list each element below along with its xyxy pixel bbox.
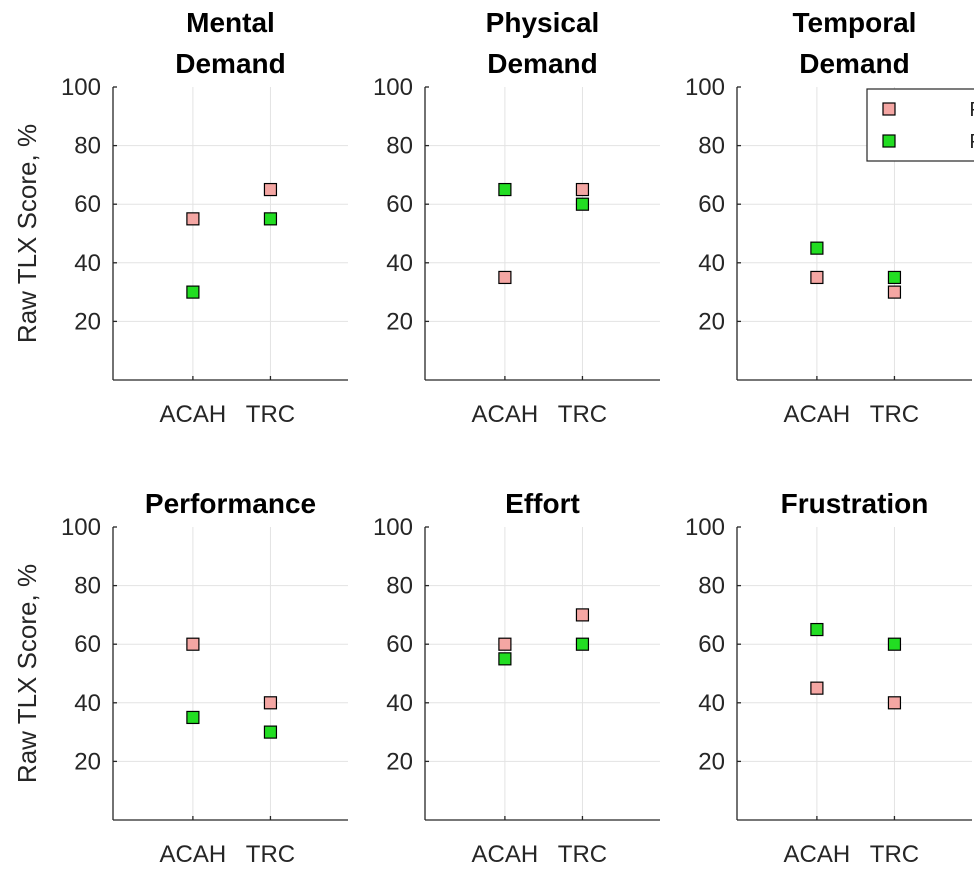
y-tick-label: 60 [74,631,101,658]
y-tick-label: 20 [386,308,413,335]
data-point-pilot-1 [498,270,512,285]
data-point-pilot-2 [186,710,200,725]
y-tick-label: 100 [61,514,101,541]
y-tick-label: 60 [386,631,413,658]
y-tick-label: 100 [61,74,101,101]
y-tick-label: 80 [386,573,413,600]
y-tick-label: 20 [74,748,101,775]
y-tick-label: 40 [386,250,413,277]
y-tick-label: 80 [698,573,725,600]
legend-marker [882,134,896,148]
chart-title: Demand [487,48,597,79]
x-tick-label: ACAH [784,841,851,868]
legend-box [866,88,974,162]
data-point-pilot-1 [186,212,200,226]
y-tick-label: 60 [698,631,725,658]
data-point-pilot-2 [575,197,590,211]
x-tick-label: ACAH [160,401,227,428]
data-point-pilot-2 [498,182,512,197]
data-point-pilot-1 [498,637,512,651]
y-tick-label: 40 [74,250,101,277]
chart-title: Performance [145,488,316,519]
x-tick-label: ACAH [472,401,539,428]
y-axis-label: Raw TLX Score, % [12,564,42,783]
y-tick-label: 100 [685,514,725,541]
y-tick-label: 80 [74,133,101,160]
y-axis-label: Raw TLX Score, % [12,124,42,343]
chart-title: Physical [486,7,600,38]
chart-title: Frustration [781,488,929,519]
data-point-pilot-2 [498,652,512,666]
data-point-pilot-2 [810,241,824,255]
y-tick-label: 100 [373,74,413,101]
y-tick-label: 20 [386,748,413,775]
legend: Pilot 1 Pilot 2 [866,88,974,162]
data-point-pilot-1 [810,681,824,695]
chart-title: Demand [175,48,285,79]
chart-title: Mental [186,7,275,38]
y-tick-label: 20 [698,308,725,335]
legend-label: Pilot 2 [969,131,974,153]
x-tick-label: TRC [558,401,607,428]
data-point-pilot-2 [887,270,902,285]
y-tick-label: 40 [698,690,725,717]
data-point-pilot-1 [810,270,824,285]
subplot-3: 20406080100ACAHTRCTemporalDemandPilot 1P… [685,7,974,428]
data-point-pilot-2 [810,622,824,637]
y-tick-label: 100 [373,514,413,541]
subplot-5: 20 40 60 80 100 ACAH TRC Effort [373,488,660,868]
data-point-pilot-1 [263,696,278,710]
subplot-6: 20 40 60 80 100 ACAH TRC Frustration [685,488,972,868]
y-tick-label: 20 [74,308,101,335]
chart-title: Demand [799,48,909,79]
y-tick-label: 20 [698,748,725,775]
x-tick-label: TRC [870,841,919,868]
data-point-pilot-1 [575,182,590,197]
x-tick-label: ACAH [472,841,539,868]
chart-title: Effort [505,488,580,519]
y-tick-label: 40 [386,690,413,717]
x-tick-label: TRC [246,401,295,428]
legend-label: Pilot 1 [969,99,974,121]
x-tick-label: TRC [870,401,919,428]
data-point-pilot-1 [186,637,200,651]
data-point-pilot-2 [186,285,200,299]
data-point-pilot-2 [263,212,278,226]
y-tick-label: 80 [74,573,101,600]
x-tick-label: TRC [558,841,607,868]
subplot-1: 20 40 60 80 100 ACAH TRC Mental Demand Raw TLX Sc… [12,7,348,428]
y-tick-label: 60 [698,191,725,218]
y-tick-label: 60 [386,191,413,218]
legend-marker [882,102,896,116]
data-point-pilot-1 [263,182,278,197]
data-point-pilot-2 [575,637,590,651]
subplot-4: 20 40 60 80 100 ACAH TRC Performance Raw TLX Sco… [12,488,348,868]
data-point-pilot-2 [887,637,902,651]
x-tick-label: ACAH [784,401,851,428]
chart-title: Temporal [793,7,917,38]
y-tick-label: 60 [74,191,101,218]
data-point-pilot-1 [887,696,902,710]
data-point-pilot-1 [575,608,590,622]
y-tick-label: 40 [74,690,101,717]
y-tick-label: 100 [685,74,725,101]
y-tick-label: 80 [386,133,413,160]
data-point-pilot-1 [887,285,902,299]
x-tick-label: TRC [246,841,295,868]
subplot-2: 20 40 60 80 100 ACAH TRC Physical Demand [373,7,660,428]
y-tick-label: 80 [698,133,725,160]
x-tick-label: ACAH [160,841,227,868]
y-tick-label: 40 [698,250,725,277]
data-point-pilot-2 [263,725,278,739]
